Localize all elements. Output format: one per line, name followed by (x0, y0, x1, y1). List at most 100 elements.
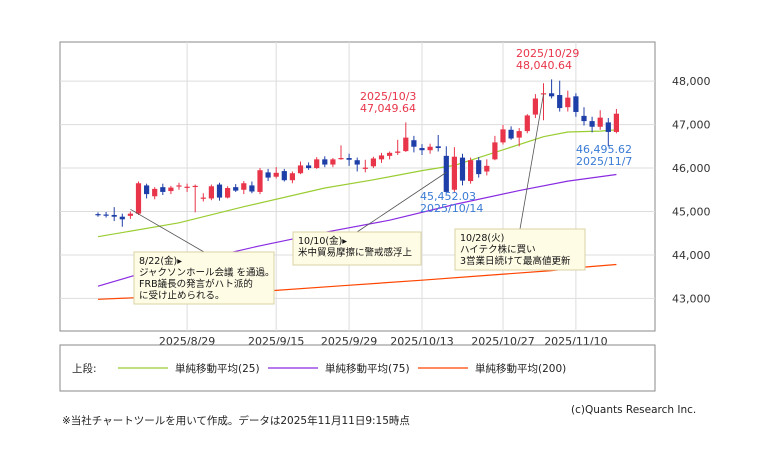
note-line: 8/22(金)▸ (139, 255, 182, 267)
candle-body (524, 115, 530, 132)
candle (500, 125, 506, 145)
candle (427, 143, 433, 154)
candle-body (362, 167, 368, 169)
annotation-value: 46,495.62 (576, 143, 632, 156)
candle-body (435, 146, 441, 149)
candle (95, 212, 101, 217)
note-line: 3営業日続けて最高値更新 (460, 255, 571, 267)
annotation-value: 45,452.03 (420, 190, 476, 203)
candle (306, 162, 312, 170)
candle (573, 93, 579, 117)
candle (257, 168, 263, 195)
candle-body (338, 158, 344, 160)
candle-body (492, 142, 498, 160)
candle (216, 182, 223, 201)
candle (451, 147, 457, 192)
candle (468, 157, 474, 184)
candle-body (451, 156, 457, 190)
candle-body (532, 98, 538, 115)
candle-body (403, 137, 409, 152)
candle (289, 171, 295, 184)
candle-body (443, 155, 449, 192)
candle-body (484, 165, 490, 172)
y-tick-label: 43,000 (672, 292, 711, 305)
note-box (133, 251, 275, 305)
note-line: ハイテク株に買い (460, 244, 536, 256)
candle-body (152, 188, 158, 197)
candle (103, 211, 109, 218)
candle (419, 144, 425, 155)
y-tick-label: 44,000 (672, 249, 711, 262)
candle-body (597, 117, 603, 127)
candle (403, 122, 409, 152)
y-tick-label: 46,000 (672, 162, 711, 175)
annotation-date: 2025/10/29 (516, 47, 579, 60)
candle (192, 184, 198, 213)
candle (411, 135, 417, 153)
footer-note: ※当社チャートツールを用いて作成。データは2025年11月11日9:15時点 (62, 415, 410, 427)
note-line: 10/10(金)▸ (298, 235, 347, 247)
candle-body (346, 158, 352, 160)
candle-body (387, 152, 393, 156)
candle (111, 207, 117, 222)
candle (524, 114, 530, 134)
candle-body (322, 159, 328, 165)
candle (532, 94, 538, 119)
candle (127, 211, 133, 219)
candle (135, 181, 142, 215)
legend-label-ma200: 単純移動平均(200) (475, 362, 566, 375)
candle-body (581, 115, 587, 122)
candle (443, 146, 449, 192)
candle (549, 79, 555, 99)
note-line: 米中貿易摩擦に警戒感浮上 (298, 247, 413, 259)
candle-body (257, 170, 263, 192)
candle-body (265, 172, 271, 178)
candle (370, 156, 376, 169)
candle-body (476, 160, 482, 175)
candle-body (225, 188, 231, 198)
note-pointer (130, 208, 205, 253)
candle-body (249, 185, 255, 192)
candle-body (289, 173, 295, 181)
candle-body (354, 160, 360, 165)
candle-body (119, 216, 125, 220)
candle-body (144, 185, 150, 195)
candle-body (200, 197, 206, 199)
candle (540, 83, 547, 121)
candle-body (176, 185, 182, 187)
candle (508, 126, 514, 140)
candle (395, 139, 401, 155)
notes: 8/22(金)▸ジャクソンホール会議 を通過。FRB議長の発言がハト派的に受け止… (133, 228, 586, 305)
candle-body (508, 129, 514, 139)
candle (119, 213, 125, 227)
y-tick-label: 45,000 (672, 205, 711, 218)
candle-body (160, 187, 166, 192)
candle-body (459, 157, 466, 181)
candle-body (208, 186, 214, 199)
note-line: FRB議長の発言がハト派的 (139, 278, 253, 290)
note-pointers (130, 94, 544, 253)
candle (484, 159, 490, 176)
note-box (454, 228, 586, 271)
annotation-date: 2025/10/14 (420, 202, 483, 215)
note-pointer (356, 172, 447, 233)
candle (281, 168, 287, 182)
copyright-text: (c)Quants Research Inc. (571, 404, 697, 416)
candle-body (500, 129, 506, 143)
candle-body (135, 183, 142, 214)
note-pointer (519, 94, 544, 230)
candle-body (516, 131, 522, 138)
candle-body (411, 140, 417, 147)
candle (225, 186, 231, 199)
candle-body (557, 95, 563, 109)
note-line: ジャクソンホール会議 を通過。 (139, 267, 275, 279)
candle (605, 118, 611, 147)
candle-body (468, 160, 474, 182)
candle (435, 135, 441, 152)
candle-body (184, 186, 190, 188)
candle-body (314, 159, 320, 169)
candle-body (233, 187, 239, 191)
candle (273, 167, 279, 179)
candle (516, 128, 522, 147)
